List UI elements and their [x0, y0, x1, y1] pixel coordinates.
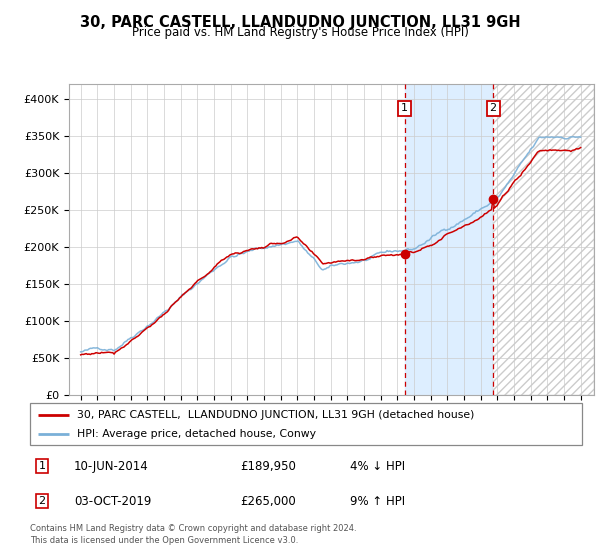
Bar [404, 84, 493, 395]
Text: 10-JUN-2014: 10-JUN-2014 [74, 460, 149, 473]
Text: Contains HM Land Registry data © Crown copyright and database right 2024.: Contains HM Land Registry data © Crown c… [30, 524, 356, 533]
Text: 30, PARC CASTELL,  LLANDUDNO JUNCTION, LL31 9GH (detached house): 30, PARC CASTELL, LLANDUDNO JUNCTION, LL… [77, 409, 474, 419]
Text: 9% ↑ HPI: 9% ↑ HPI [350, 494, 405, 508]
Text: 4% ↓ HPI: 4% ↓ HPI [350, 460, 405, 473]
Text: HPI: Average price, detached house, Conwy: HPI: Average price, detached house, Conw… [77, 429, 316, 439]
Text: 2: 2 [38, 496, 46, 506]
Text: This data is licensed under the Open Government Licence v3.0.: This data is licensed under the Open Gov… [30, 536, 298, 545]
Bar [493, 84, 594, 395]
Text: £189,950: £189,950 [240, 460, 296, 473]
Text: 1: 1 [38, 461, 46, 471]
Text: 03-OCT-2019: 03-OCT-2019 [74, 494, 152, 508]
Text: 2: 2 [490, 104, 497, 114]
Text: 1: 1 [401, 104, 408, 114]
Text: £265,000: £265,000 [240, 494, 296, 508]
Text: Price paid vs. HM Land Registry's House Price Index (HPI): Price paid vs. HM Land Registry's House … [131, 26, 469, 39]
Text: 30, PARC CASTELL, LLANDUDNO JUNCTION, LL31 9GH: 30, PARC CASTELL, LLANDUDNO JUNCTION, LL… [80, 15, 520, 30]
